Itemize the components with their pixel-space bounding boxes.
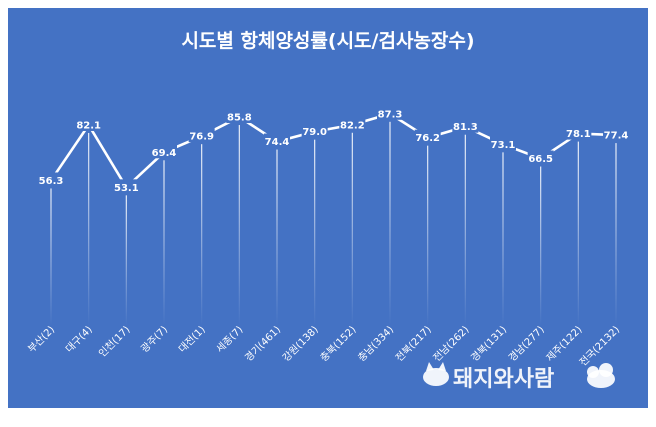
data-point-0: 56.3 xyxy=(38,172,64,187)
data-label: 82.2 xyxy=(340,120,365,131)
data-point-11: 81.3 xyxy=(452,118,479,133)
data-point-5: 85.8 xyxy=(226,109,253,124)
data-point-1: 82.1 xyxy=(75,116,102,131)
drop-line xyxy=(50,188,52,326)
drop-line xyxy=(276,149,278,326)
data-point-13: 66.5 xyxy=(527,150,554,165)
x-tick-label: 대구(4) xyxy=(63,324,95,356)
data-label-background xyxy=(414,129,441,144)
data-point-6: 74.4 xyxy=(264,133,290,148)
x-tick-label: 경기(461) xyxy=(242,323,283,364)
x-tick-label: 부산(2) xyxy=(26,324,58,356)
series-line xyxy=(49,112,617,190)
x-tick-label: 충북(152) xyxy=(318,324,359,365)
drop-line xyxy=(427,145,429,326)
data-label: 79.0 xyxy=(302,127,327,138)
data-label-background xyxy=(38,172,64,187)
data-label-background xyxy=(565,125,592,140)
data-point-14: 78.1 xyxy=(565,125,592,140)
category-labels: 부산(2) 대구(4) 인천(17) 광주(7) 대전(1) 세종(7)경기(461)강원… xyxy=(26,323,623,369)
x-tick-label: 강원(138) xyxy=(280,324,321,365)
x-tick-label: 경남(277) xyxy=(506,323,547,364)
data-label-background xyxy=(339,116,366,131)
x-tick-label: 인천(17) xyxy=(96,324,132,360)
value-labels: 56.3 82.1 53.1 69.4 76.9 85.8 74.4 79.0 82.2 87.3… xyxy=(38,105,629,194)
drop-line xyxy=(502,152,504,326)
drop-line xyxy=(88,132,90,326)
data-point-2: 53.1 xyxy=(113,179,140,194)
data-label-background xyxy=(226,109,253,124)
data-label: 76.2 xyxy=(415,133,440,144)
drop-line xyxy=(577,141,579,326)
x-tick-label: 전국(2132) xyxy=(577,324,622,369)
data-label-background xyxy=(188,128,215,143)
data-label-background xyxy=(264,133,290,148)
data-label: 74.4 xyxy=(265,137,290,148)
drop-line xyxy=(540,166,542,326)
drop-line xyxy=(464,134,466,326)
x-tick-label: 전북(217) xyxy=(393,324,434,365)
x-tick-label: 충남(334) xyxy=(356,324,397,365)
data-label: 56.3 xyxy=(39,176,64,187)
pig-icon xyxy=(423,362,615,388)
data-label: 69.4 xyxy=(152,148,177,159)
data-label-background xyxy=(151,144,177,159)
drop-line xyxy=(314,139,316,326)
data-point-10: 76.2 xyxy=(414,129,441,144)
data-label-background xyxy=(452,118,479,133)
data-point-4: 76.9 xyxy=(188,128,215,143)
data-label-background xyxy=(301,123,328,138)
data-point-8: 82.2 xyxy=(339,116,366,131)
drop-line xyxy=(389,121,391,327)
chart-title: 시도별 항체양성률(시도/검사농장수) xyxy=(181,30,474,52)
x-tick-label: 세종(7) xyxy=(214,324,246,356)
x-tick-label: 광주(7) xyxy=(139,324,171,356)
data-label: 78.1 xyxy=(566,129,591,140)
data-label-background xyxy=(527,150,554,165)
data-point-3: 69.4 xyxy=(151,144,177,159)
data-point-12: 73.1 xyxy=(490,136,516,151)
x-tick-label: 전남(262) xyxy=(431,324,472,365)
data-label: 53.1 xyxy=(114,183,139,194)
data-label: 85.8 xyxy=(227,113,252,124)
watermark-text: 돼지와사람 xyxy=(453,367,554,392)
data-label: 77.4 xyxy=(604,131,629,142)
drop-line xyxy=(238,125,240,326)
drop-line xyxy=(125,195,127,326)
x-tick-label: 제주(122) xyxy=(544,324,585,365)
x-tick-label: 경북(131) xyxy=(468,323,509,364)
data-label: 66.5 xyxy=(528,154,553,165)
data-label-background xyxy=(490,136,516,151)
series-line-group xyxy=(49,112,617,190)
drop-line xyxy=(615,143,617,326)
data-label-background xyxy=(377,105,403,120)
data-point-7: 79.0 xyxy=(301,123,328,138)
line-chart: 시도별 항체양성률(시도/검사농장수) 56.3 82.1 53.1 69.4 76.9… xyxy=(26,30,629,392)
data-point-15: 77.4 xyxy=(603,127,629,142)
drop-line xyxy=(201,144,203,326)
data-label: 73.1 xyxy=(491,140,516,151)
data-label: 76.9 xyxy=(189,132,214,143)
drop-lines xyxy=(50,121,617,327)
chart-area: 시도별 항체양성률(시도/검사농장수) 56.3 82.1 53.1 69.4 76.9… xyxy=(8,8,648,408)
drop-line xyxy=(163,160,165,326)
data-label-background xyxy=(603,127,629,142)
data-point-9: 87.3 xyxy=(377,105,403,120)
x-tick-label: 대전(1) xyxy=(176,324,208,356)
watermark: 돼지와사람 xyxy=(423,362,615,392)
data-label: 87.3 xyxy=(378,109,403,120)
data-label: 81.3 xyxy=(453,122,478,133)
data-label: 82.1 xyxy=(76,120,101,131)
drop-line xyxy=(351,132,353,326)
data-label-background xyxy=(75,116,102,131)
data-label-background xyxy=(113,179,140,194)
